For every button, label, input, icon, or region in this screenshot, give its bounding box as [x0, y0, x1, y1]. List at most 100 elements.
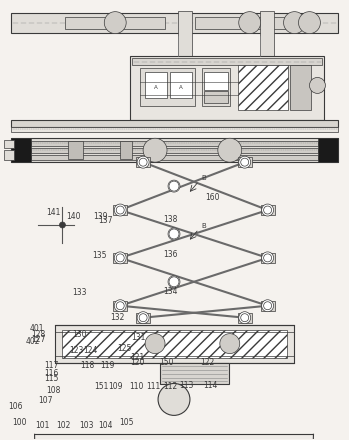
- Text: 401: 401: [30, 324, 44, 333]
- Bar: [261, 205, 275, 215]
- Circle shape: [116, 302, 124, 310]
- Bar: [261, 253, 275, 263]
- Circle shape: [139, 158, 147, 166]
- Bar: [132, 58, 322, 66]
- Bar: [238, 157, 252, 167]
- Text: 120: 120: [130, 358, 144, 367]
- Text: 122: 122: [200, 358, 215, 367]
- Circle shape: [169, 181, 179, 191]
- Text: 107: 107: [39, 396, 53, 405]
- Text: 117: 117: [44, 361, 58, 370]
- Text: 127: 127: [31, 335, 45, 344]
- Bar: [170, 73, 192, 99]
- Bar: [31, 148, 318, 153]
- Bar: [120, 141, 132, 159]
- Circle shape: [262, 252, 274, 264]
- Text: 123: 123: [69, 346, 84, 355]
- Text: 128: 128: [31, 330, 45, 339]
- Circle shape: [241, 158, 249, 166]
- Circle shape: [298, 11, 320, 33]
- Text: 136: 136: [163, 250, 178, 259]
- Bar: [62, 330, 287, 358]
- Bar: [4, 140, 14, 148]
- Circle shape: [169, 229, 179, 239]
- Circle shape: [114, 252, 126, 264]
- Bar: [160, 363, 229, 385]
- Circle shape: [59, 222, 65, 228]
- Text: 109: 109: [108, 382, 122, 391]
- Circle shape: [168, 228, 180, 240]
- Text: 119: 119: [101, 361, 115, 370]
- Text: 110: 110: [129, 382, 143, 391]
- Text: 151: 151: [94, 382, 109, 391]
- Bar: [113, 205, 127, 215]
- Circle shape: [158, 384, 190, 415]
- Text: 140: 140: [66, 212, 80, 221]
- Text: 116: 116: [44, 369, 58, 378]
- Circle shape: [239, 156, 251, 168]
- Bar: [202, 69, 230, 106]
- Text: 125: 125: [117, 344, 131, 353]
- Circle shape: [137, 312, 149, 324]
- Bar: [136, 313, 150, 323]
- Circle shape: [116, 206, 124, 214]
- Text: 121: 121: [130, 353, 144, 362]
- Circle shape: [145, 334, 165, 354]
- Circle shape: [239, 11, 261, 33]
- Bar: [178, 11, 192, 66]
- Polygon shape: [35, 434, 313, 440]
- Text: 103: 103: [80, 421, 94, 430]
- Text: 160: 160: [205, 193, 219, 202]
- Bar: [261, 301, 275, 311]
- Text: 102: 102: [56, 421, 70, 430]
- Text: 134: 134: [163, 287, 178, 296]
- Circle shape: [263, 254, 272, 262]
- Text: 150: 150: [159, 358, 174, 367]
- Text: B: B: [201, 175, 206, 181]
- Bar: [31, 141, 318, 146]
- Text: 124: 124: [83, 346, 98, 355]
- Text: 101: 101: [35, 421, 50, 430]
- Text: A: A: [179, 85, 183, 90]
- Text: 137: 137: [98, 216, 113, 225]
- Circle shape: [104, 11, 126, 33]
- Text: 138: 138: [163, 215, 178, 224]
- Bar: [4, 150, 14, 160]
- Bar: [238, 313, 252, 323]
- Text: 133: 133: [73, 288, 87, 297]
- Circle shape: [218, 138, 242, 162]
- Circle shape: [143, 138, 167, 162]
- Text: 118: 118: [80, 361, 94, 370]
- Text: 106: 106: [8, 402, 23, 411]
- Bar: [11, 138, 338, 162]
- Circle shape: [220, 334, 240, 354]
- Text: 130: 130: [73, 330, 87, 339]
- Text: 402: 402: [25, 337, 40, 346]
- Bar: [55, 325, 294, 363]
- Bar: [140, 69, 195, 106]
- Bar: [136, 157, 150, 167]
- Circle shape: [168, 180, 180, 192]
- Text: 112: 112: [163, 382, 177, 391]
- Circle shape: [114, 300, 126, 312]
- Bar: [260, 11, 274, 66]
- Circle shape: [137, 156, 149, 168]
- Bar: [65, 17, 165, 29]
- Circle shape: [114, 204, 126, 216]
- Bar: [204, 92, 228, 103]
- Bar: [11, 13, 338, 33]
- Circle shape: [310, 77, 325, 93]
- Circle shape: [241, 314, 249, 322]
- Text: 139: 139: [94, 212, 108, 221]
- Bar: [11, 138, 31, 162]
- Text: 141: 141: [46, 208, 61, 217]
- Bar: [130, 55, 325, 120]
- Bar: [204, 73, 228, 90]
- Text: 114: 114: [203, 381, 217, 390]
- Circle shape: [168, 276, 180, 288]
- Bar: [145, 73, 167, 99]
- Bar: [11, 127, 338, 132]
- Text: 111: 111: [147, 382, 161, 391]
- Bar: [113, 301, 127, 311]
- Text: A: A: [154, 85, 158, 90]
